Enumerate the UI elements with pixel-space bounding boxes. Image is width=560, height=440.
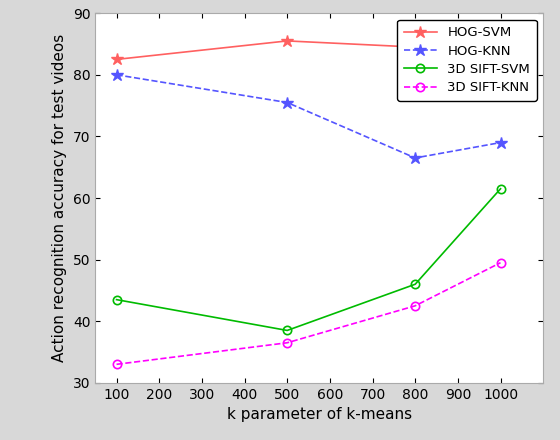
3D SIFT-SVM bbox=[113, 297, 120, 302]
3D SIFT-KNN bbox=[497, 260, 504, 265]
Legend: HOG-SVM, HOG-KNN, 3D SIFT-SVM, 3D SIFT-KNN: HOG-SVM, HOG-KNN, 3D SIFT-SVM, 3D SIFT-K… bbox=[397, 20, 536, 101]
3D SIFT-KNN bbox=[284, 340, 291, 345]
Line: HOG-SVM: HOG-SVM bbox=[110, 35, 507, 66]
HOG-KNN bbox=[412, 155, 418, 161]
Line: HOG-KNN: HOG-KNN bbox=[110, 69, 507, 164]
3D SIFT-SVM bbox=[412, 282, 418, 287]
HOG-SVM bbox=[113, 57, 120, 62]
HOG-SVM bbox=[284, 38, 291, 44]
3D SIFT-SVM bbox=[497, 186, 504, 191]
HOG-SVM bbox=[497, 44, 504, 50]
3D SIFT-SVM bbox=[284, 328, 291, 333]
3D SIFT-KNN bbox=[113, 362, 120, 367]
HOG-KNN bbox=[497, 140, 504, 145]
Y-axis label: Action recognition accuracy for test videos: Action recognition accuracy for test vid… bbox=[52, 34, 67, 362]
HOG-SVM bbox=[412, 44, 418, 50]
HOG-KNN bbox=[113, 72, 120, 77]
HOG-KNN bbox=[284, 100, 291, 105]
Line: 3D SIFT-SVM: 3D SIFT-SVM bbox=[113, 185, 505, 334]
Line: 3D SIFT-KNN: 3D SIFT-KNN bbox=[113, 259, 505, 368]
3D SIFT-KNN bbox=[412, 303, 418, 308]
X-axis label: k parameter of k-means: k parameter of k-means bbox=[227, 407, 412, 422]
